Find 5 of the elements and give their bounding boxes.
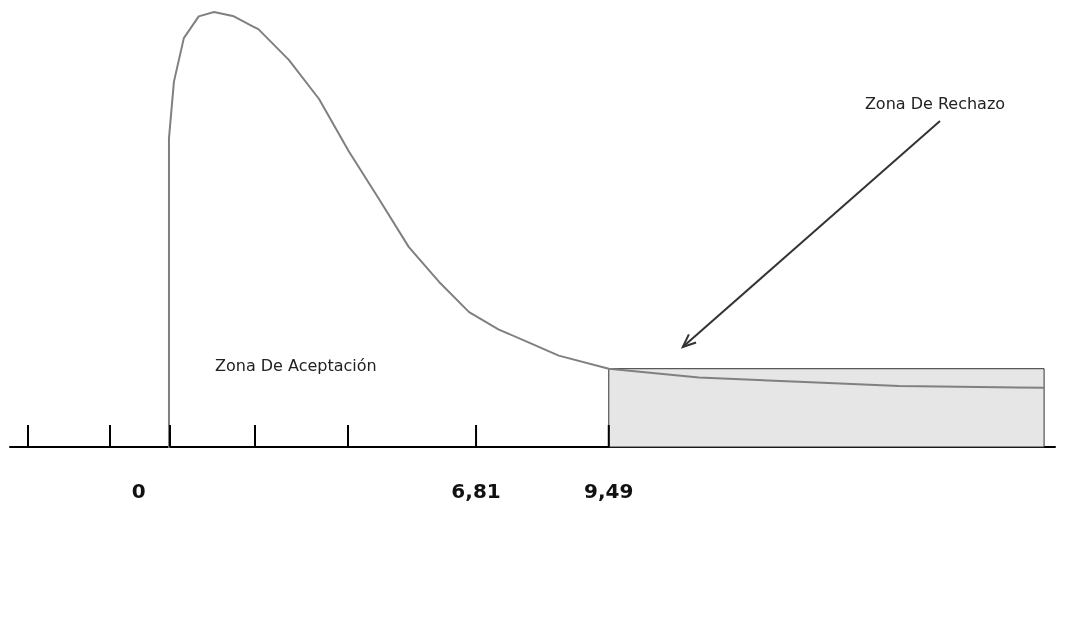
annotation: Zona De Rechazo [864, 93, 1006, 113]
annotation: Zona De Aceptación [215, 355, 377, 375]
x-tick-label: 6,81 [451, 479, 501, 503]
x-tick-label: 9,49 [584, 479, 634, 503]
x-tick-label: 0 [131, 479, 146, 503]
